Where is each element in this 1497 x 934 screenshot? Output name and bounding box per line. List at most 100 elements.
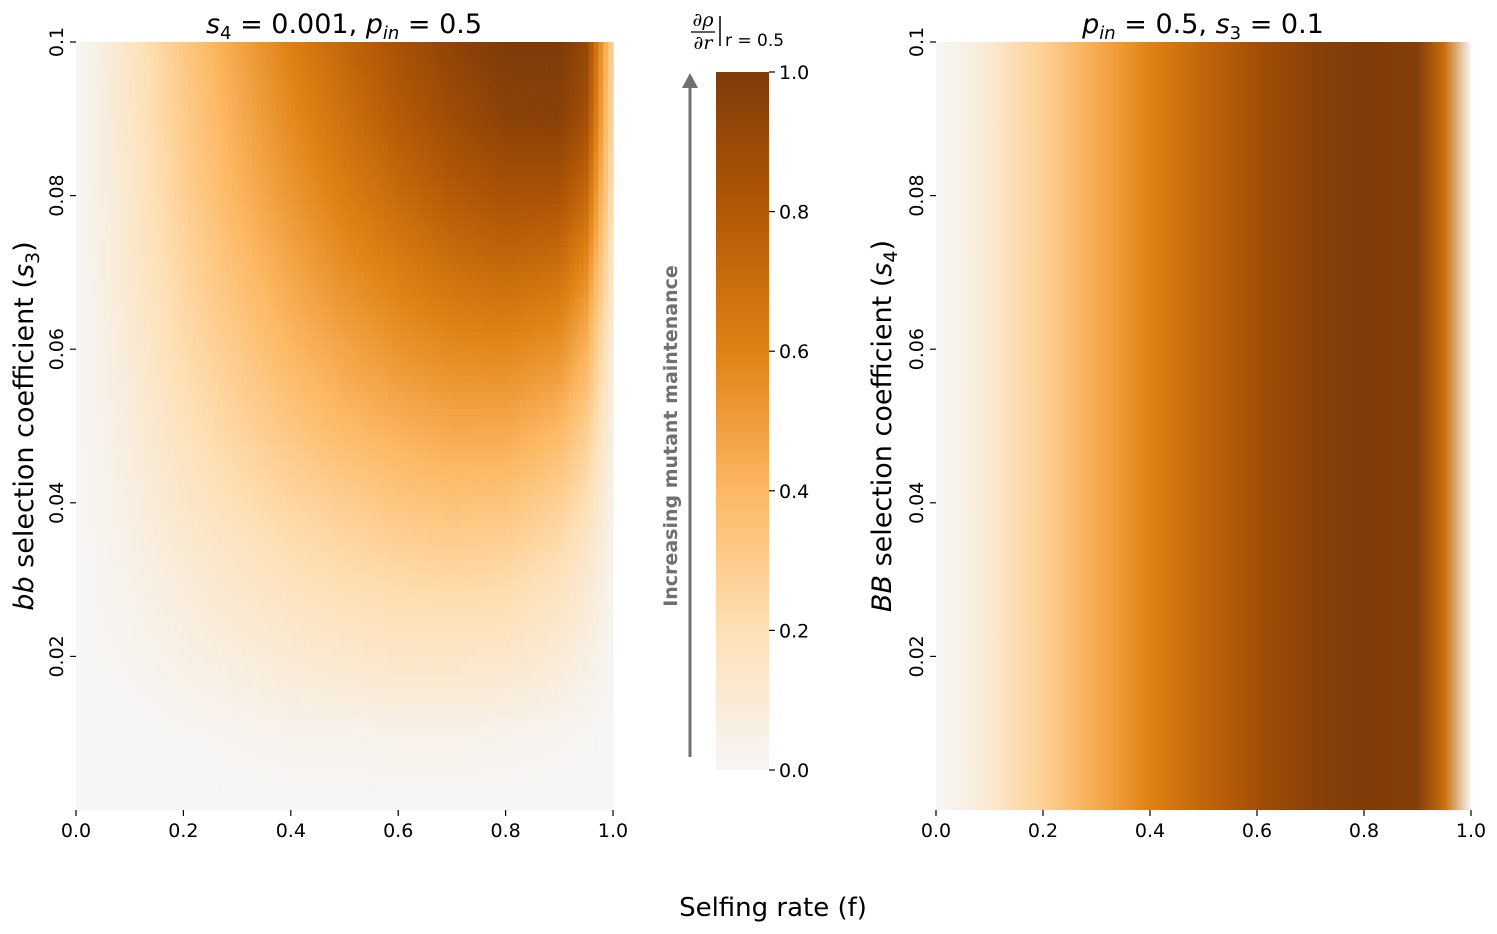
heatmap-cell <box>544 246 551 256</box>
heatmap-cell <box>115 93 121 103</box>
heatmap-cell <box>368 238 375 248</box>
heatmap-cell <box>403 272 409 282</box>
heatmap-cell <box>290 161 297 171</box>
heatmap-cell <box>334 221 341 231</box>
heatmap-cell <box>256 246 263 256</box>
heatmap-cell <box>544 366 551 376</box>
heatmap-cell <box>486 340 492 350</box>
heatmap-cell <box>139 50 145 60</box>
heatmap-cell <box>178 195 184 205</box>
heatmap-cell <box>90 229 97 239</box>
heatmap-cell <box>134 93 141 103</box>
heatmap-cell <box>530 221 536 231</box>
heatmap-cell <box>295 306 302 316</box>
heatmap-cell <box>285 84 292 94</box>
heatmap-cell <box>315 315 321 325</box>
heatmap-cell <box>364 84 370 94</box>
heatmap-cell <box>461 42 468 52</box>
heatmap-cell <box>305 127 311 137</box>
heatmap-cell <box>559 161 565 171</box>
heatmap-cell <box>569 127 575 137</box>
heatmap-cell <box>227 306 233 316</box>
heatmap-cell <box>505 42 512 52</box>
heatmap-cell <box>364 323 370 333</box>
heatmap-cell <box>403 76 409 86</box>
heatmap-cell <box>534 238 541 248</box>
heatmap-cell <box>80 255 87 265</box>
heatmap-cell <box>110 289 116 299</box>
heatmap-cell <box>324 76 331 86</box>
heatmap-cell <box>461 289 468 299</box>
heatmap-cell <box>608 238 614 248</box>
heatmap-cell <box>295 50 302 60</box>
heatmap-cell <box>129 152 136 163</box>
heatmap-cell <box>320 255 326 265</box>
heatmap-cell <box>139 170 145 180</box>
heatmap-cell <box>398 221 404 231</box>
heatmap-cell <box>320 101 326 111</box>
heatmap-cell <box>95 400 102 410</box>
heatmap-cell <box>368 391 375 401</box>
heatmap-cell <box>193 289 199 299</box>
heatmap-cell <box>232 357 238 367</box>
heatmap-cell <box>178 332 184 342</box>
heatmap-cell <box>378 357 385 367</box>
heatmap-cell <box>100 306 106 316</box>
heatmap-cell <box>285 50 292 60</box>
heatmap-cell <box>134 280 141 291</box>
heatmap-cell <box>183 170 189 180</box>
heatmap-cell <box>76 118 82 128</box>
heatmap-cell <box>349 118 355 128</box>
heatmap-cell <box>368 178 375 188</box>
heatmap-cell <box>178 289 184 299</box>
heatmap-cell <box>525 152 531 163</box>
heatmap-cell <box>544 161 551 171</box>
heatmap-cell <box>354 101 360 111</box>
heatmap-cell <box>364 272 370 282</box>
left-heatmap-cells <box>76 42 614 811</box>
heatmap-cell <box>403 298 409 308</box>
heatmap-cell <box>427 238 433 248</box>
heatmap-cell <box>271 238 277 248</box>
heatmap-cell <box>481 221 487 231</box>
heatmap-cell <box>315 229 321 239</box>
heatmap-cell <box>437 178 443 188</box>
heatmap-cell <box>588 144 595 154</box>
heatmap-cell <box>76 426 82 436</box>
heatmap-cell <box>188 315 194 325</box>
heatmap-cell <box>344 366 350 376</box>
heatmap-cell <box>290 426 297 436</box>
heatmap-cell <box>95 263 102 273</box>
heatmap-cell <box>324 101 331 111</box>
heatmap-cell <box>588 391 595 401</box>
heatmap-cell <box>217 127 224 137</box>
heatmap-cell <box>76 400 82 410</box>
heatmap-cell <box>525 42 531 52</box>
heatmap-cell <box>315 144 321 154</box>
heatmap-cell <box>80 101 87 111</box>
heatmap-cell <box>544 263 551 273</box>
heatmap-cell <box>100 42 106 52</box>
heatmap-cell <box>178 272 184 282</box>
heatmap-cell <box>149 212 155 222</box>
heatmap-cell <box>134 272 141 282</box>
heatmap-cell <box>554 118 560 128</box>
heatmap-cell <box>217 144 224 154</box>
heatmap-cell <box>198 59 204 69</box>
heatmap-cell <box>198 323 204 333</box>
heatmap-cell <box>344 161 350 171</box>
heatmap-cell <box>451 289 458 299</box>
heatmap-cell <box>76 84 82 94</box>
heatmap-cell <box>154 84 160 94</box>
heatmap-cell <box>349 374 355 384</box>
heatmap-cell <box>598 170 604 180</box>
heatmap-cell <box>412 93 419 103</box>
heatmap-cell <box>442 50 448 60</box>
heatmap-cell <box>271 212 277 222</box>
heatmap-cell <box>378 144 385 154</box>
heatmap-cell <box>168 383 175 393</box>
heatmap-cell <box>583 280 590 291</box>
heatmap-cell <box>320 315 326 325</box>
heatmap-cell <box>373 50 380 60</box>
heatmap-cell <box>202 42 209 52</box>
